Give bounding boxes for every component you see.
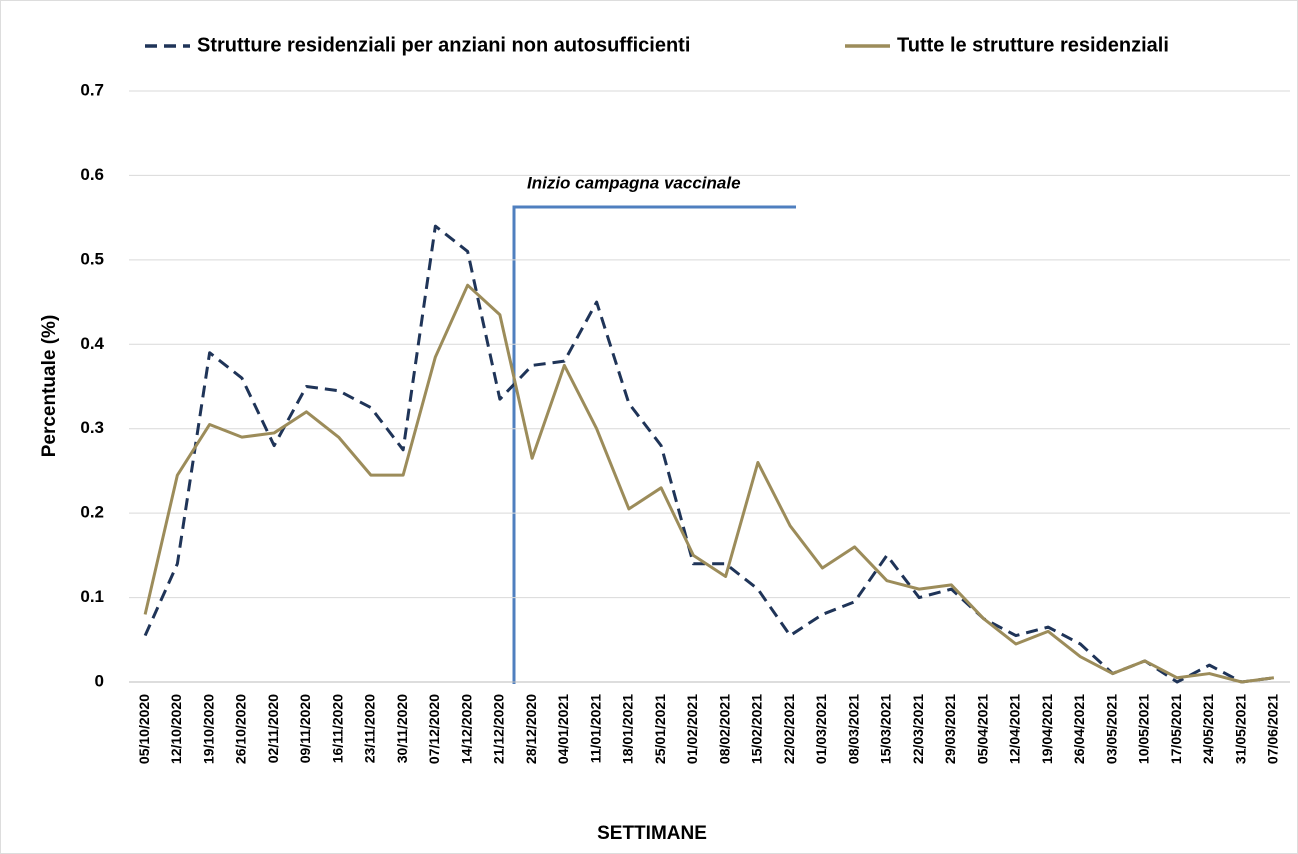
x-tick-label: 23/11/2020 xyxy=(362,694,378,764)
x-tick-label: 12/04/2021 xyxy=(1007,694,1023,764)
y-tick-label: 0.5 xyxy=(80,249,104,268)
x-axis-label: SETTIMANE xyxy=(597,823,707,844)
y-tick-label: 0.1 xyxy=(80,587,104,606)
x-tick-label: 22/02/2021 xyxy=(781,694,797,764)
x-tick-label: 31/05/2021 xyxy=(1232,694,1248,764)
x-tick-label: 05/04/2021 xyxy=(974,694,990,764)
x-tick-label: 10/05/2021 xyxy=(1136,694,1152,764)
line-series xyxy=(143,224,1275,684)
x-tick-label: 21/12/2020 xyxy=(491,694,507,764)
x-tick-label: 07/12/2020 xyxy=(426,694,442,764)
x-tick-label: 25/01/2021 xyxy=(652,694,668,764)
x-tick-label: 17/05/2021 xyxy=(1168,694,1184,764)
x-tick-label: 01/03/2021 xyxy=(813,694,829,764)
x-tick-label: 26/10/2020 xyxy=(233,694,249,764)
legend-label: Strutture residenziali per anziani non a… xyxy=(197,34,690,56)
x-tick-label: 29/03/2021 xyxy=(942,694,958,764)
x-tick-label: 14/12/2020 xyxy=(458,694,474,764)
x-tick-label: 12/10/2020 xyxy=(168,694,184,764)
x-tick-label: 15/03/2021 xyxy=(878,694,894,764)
x-tick-label: 11/01/2021 xyxy=(587,694,603,764)
y-tick-label: 0.4 xyxy=(80,334,104,353)
x-tick-label: 18/01/2021 xyxy=(620,694,636,764)
x-tick-label: 16/11/2020 xyxy=(329,694,345,764)
y-tick-label: 0.2 xyxy=(80,503,104,522)
annotation: Inizio campagna vaccinale xyxy=(527,173,741,192)
x-tick-label: 03/05/2021 xyxy=(1103,694,1119,764)
x-tick-label: 05/10/2020 xyxy=(136,694,152,764)
x-tick-label: 19/10/2020 xyxy=(200,694,216,764)
x-tick-label: 28/12/2020 xyxy=(523,694,539,764)
x-tick-label: 04/01/2021 xyxy=(555,694,571,764)
y-tick-label: 0.6 xyxy=(80,165,104,184)
x-tick-label: 07/06/2021 xyxy=(1265,694,1281,764)
x-tick-label: 08/03/2021 xyxy=(845,694,861,764)
x-tick-label: 22/03/2021 xyxy=(910,694,926,764)
x-tick-label: 19/04/2021 xyxy=(1039,694,1055,764)
y-tick-label: 0.3 xyxy=(80,418,104,437)
x-tick-label: 24/05/2021 xyxy=(1200,694,1216,764)
x-tick-label: 30/11/2020 xyxy=(394,694,410,764)
x-tick-label: 15/02/2021 xyxy=(749,694,765,764)
x-tick-label: 09/11/2020 xyxy=(297,694,313,764)
y-axis-label: Percentuale (%) xyxy=(39,315,60,458)
x-tick-label: 02/11/2020 xyxy=(265,694,281,764)
y-tick-label: 0 xyxy=(95,671,104,690)
x-tick-label: 01/02/2021 xyxy=(684,694,700,764)
vaccination-marker xyxy=(512,205,796,684)
x-tick-label: 26/04/2021 xyxy=(1071,694,1087,764)
legend-label: Tutte le strutture residenziali xyxy=(897,34,1169,56)
y-tick-label: 0.7 xyxy=(80,80,104,99)
x-tick-label: 08/02/2021 xyxy=(716,694,732,764)
line-series xyxy=(143,283,1275,684)
